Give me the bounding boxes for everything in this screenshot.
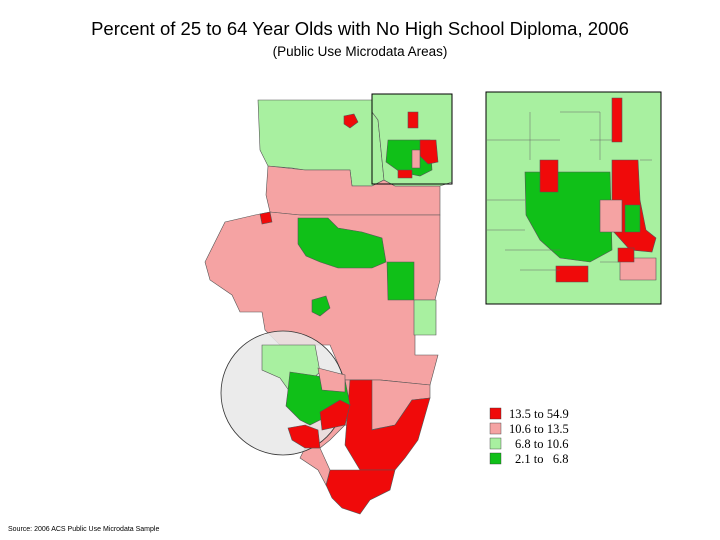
inset-core-green: [524, 171, 613, 263]
legend-swatch-2: [489, 422, 502, 435]
region-springfield: [311, 295, 331, 317]
inset-red-lakefront: [611, 97, 623, 143]
inset-locator-box: [371, 93, 453, 185]
inset-pink-1: [599, 199, 623, 233]
region-champaign: [386, 261, 415, 301]
map-title: Percent of 25 to 64 Year Olds with No Hi…: [91, 18, 629, 39]
inset-red-south: [555, 265, 589, 283]
source-note: Source: 2006 ACS Public Use Microdata Sa…: [8, 526, 160, 533]
legend: 13.5 to 54.9 10.6 to 13.5 6.8 to 10.6 2.…: [489, 407, 569, 466]
region-peoria: [297, 217, 387, 269]
region-southeast-red: [344, 379, 431, 471]
region-metro-east-red-2: [287, 424, 321, 449]
state-map: [204, 93, 453, 515]
region-chicago-red-3: [397, 169, 413, 179]
region-east: [413, 299, 437, 336]
legend-swatch-3: [489, 437, 502, 450]
legend-swatch-1: [489, 407, 502, 420]
region-rockford: [343, 113, 359, 129]
region-metro-east-red: [319, 399, 351, 431]
legend-label-3: 6.8 to 10.6: [515, 437, 568, 451]
region-chicago-red-1: [407, 111, 419, 129]
legend-label-1: 13.5 to 54.9: [509, 407, 569, 421]
legend-label-2: 10.6 to 13.5: [509, 422, 569, 436]
map-subtitle: (Public Use Microdata Areas): [272, 44, 448, 59]
region-metro-east-pink: [317, 367, 346, 393]
region-quad-cities: [259, 211, 273, 225]
inset-red-south-2: [617, 247, 635, 263]
chicago-inset: [485, 91, 662, 305]
region-chicago-pink: [411, 149, 421, 169]
region-southwest-pink: [299, 447, 331, 486]
inset-boundaries: [486, 111, 652, 271]
region-southern-tip: [325, 469, 396, 515]
inset-green-2: [624, 204, 641, 233]
inset-pink-2: [619, 257, 657, 281]
legend-swatch-4: [489, 452, 502, 465]
inset-red-north: [539, 159, 559, 193]
legend-label-4: 2.1 to 6.8: [515, 452, 568, 466]
